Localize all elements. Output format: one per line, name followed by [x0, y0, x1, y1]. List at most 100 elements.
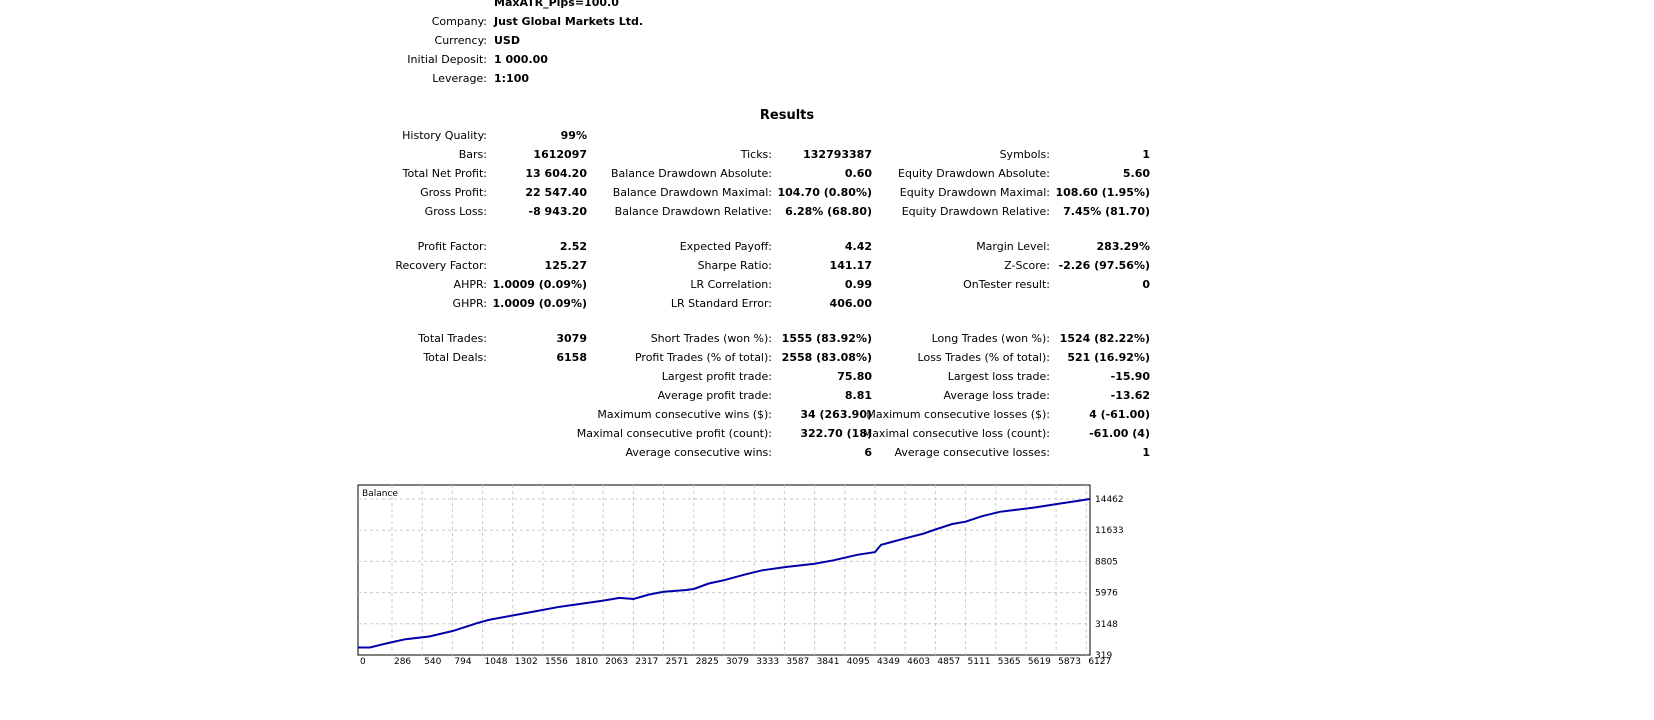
result-value: -13.62 — [1110, 389, 1150, 402]
result-label: Maximal consecutive profit (count): — [576, 427, 772, 440]
x-tick-label: 4095 — [847, 657, 870, 667]
x-tick-label: 3841 — [817, 657, 840, 667]
x-tick-label: 2317 — [635, 657, 658, 667]
result-label: GHPR: — [452, 297, 487, 310]
settings-value: 1 000.00 — [494, 53, 548, 66]
result-label: Profit Factor: — [417, 240, 487, 253]
result-value: 6 — [864, 446, 872, 459]
result-label: Sharpe Ratio: — [697, 259, 772, 272]
x-tick-label: 5365 — [998, 657, 1021, 667]
result-value: 22 547.40 — [525, 186, 587, 199]
result-value: 1555 (83.92%) — [781, 332, 872, 345]
result-value: 1.0009 (0.09%) — [492, 278, 588, 291]
result-label: Average consecutive wins: — [625, 446, 772, 459]
y-tick-label: 14462 — [1095, 495, 1124, 505]
x-tick-label: 794 — [454, 657, 471, 667]
result-value: -2.26 (97.56%) — [1058, 259, 1150, 272]
result-label: Bars: — [458, 148, 487, 161]
result-value: 5.60 — [1122, 167, 1150, 180]
result-value: 2558 (83.08%) — [781, 351, 872, 364]
result-value: 34 (263.90) — [800, 408, 872, 421]
result-value: -61.00 (4) — [1089, 427, 1150, 440]
result-value: 141.17 — [829, 259, 872, 272]
result-value: 125.27 — [544, 259, 587, 272]
result-label: OnTester result: — [963, 278, 1050, 291]
result-value: 2.52 — [559, 240, 587, 253]
results-title: Results — [759, 108, 815, 123]
x-tick-label: 5619 — [1028, 657, 1051, 667]
x-tick-label: 2063 — [605, 657, 628, 667]
y-tick-label: 8805 — [1095, 557, 1118, 567]
result-label: Total Net Profit: — [402, 167, 487, 180]
x-tick-label: 2571 — [666, 657, 689, 667]
result-label: Gross Loss: — [424, 205, 487, 218]
result-label: Total Deals: — [423, 351, 487, 364]
result-value: 1 — [1142, 148, 1150, 161]
result-label: Balance Drawdown Relative: — [614, 205, 772, 218]
result-value: 0.60 — [844, 167, 872, 180]
x-tick-label: 4349 — [877, 657, 900, 667]
settings-param-top: MaxATR_Pips=100.0 — [494, 0, 619, 9]
chart-title: Balance — [362, 489, 398, 499]
x-tick-label: 3079 — [726, 657, 749, 667]
result-label: Balance Drawdown Absolute: — [610, 167, 772, 180]
result-label: Balance Drawdown Maximal: — [612, 186, 772, 199]
result-value: 0.99 — [844, 278, 872, 291]
result-value: 283.29% — [1096, 240, 1150, 253]
result-value: 4.42 — [844, 240, 872, 253]
result-label: Equity Drawdown Relative: — [901, 205, 1050, 218]
result-value: -8 943.20 — [528, 205, 588, 218]
result-label: Short Trades (won %): — [650, 332, 772, 345]
result-label: Largest profit trade: — [661, 370, 772, 383]
settings-label: Leverage: — [432, 72, 487, 85]
balance-line — [358, 498, 1091, 649]
y-tick-label: 3148 — [1095, 620, 1118, 630]
result-label: Largest loss trade: — [947, 370, 1050, 383]
x-tick-label: 4603 — [907, 657, 930, 667]
result-value: 1612097 — [533, 148, 587, 161]
result-label: Recovery Factor: — [395, 259, 487, 272]
x-tick-label: 4857 — [937, 657, 960, 667]
result-label: Average profit trade: — [657, 389, 772, 402]
x-tick-label: 6127 — [1088, 657, 1111, 667]
result-label: Expected Payoff: — [679, 240, 772, 253]
result-value: 322.70 (18) — [800, 427, 872, 440]
result-value: 4 (-61.00) — [1089, 408, 1150, 421]
x-tick-label: 5873 — [1058, 657, 1081, 667]
x-tick-label: 1556 — [545, 657, 568, 667]
result-value: 132793387 — [803, 148, 872, 161]
result-label: Symbols: — [999, 148, 1050, 161]
x-tick-label: 1302 — [515, 657, 538, 667]
result-value: -15.90 — [1110, 370, 1150, 383]
settings-label: Company: — [431, 15, 487, 28]
x-tick-label: 540 — [424, 657, 441, 667]
result-value: 0 — [1142, 278, 1150, 291]
result-label: Average consecutive losses: — [894, 446, 1050, 459]
result-label: Profit Trades (% of total): — [634, 351, 772, 364]
settings-label: Currency: — [434, 34, 487, 47]
result-label: Equity Drawdown Absolute: — [898, 167, 1050, 180]
result-label: LR Correlation: — [690, 278, 772, 291]
result-value: 75.80 — [837, 370, 872, 383]
result-value: 406.00 — [829, 297, 872, 310]
result-label: Z-Score: — [1004, 259, 1050, 272]
result-value: 13 604.20 — [525, 167, 587, 180]
result-value: 7.45% (81.70) — [1063, 205, 1150, 218]
result-value: 1524 (82.22%) — [1059, 332, 1150, 345]
result-label: Maximal consecutive loss (count): — [862, 427, 1050, 440]
result-value: 521 (16.92%) — [1067, 351, 1150, 364]
y-tick-label: 319 — [1095, 651, 1112, 661]
result-label: LR Standard Error: — [670, 297, 772, 310]
x-tick-label: 2825 — [696, 657, 719, 667]
x-tick-label: 1048 — [485, 657, 508, 667]
result-value: 8.81 — [844, 389, 872, 402]
x-tick-label: 0 — [360, 657, 366, 667]
result-value: 1.0009 (0.09%) — [492, 297, 588, 310]
y-tick-label: 11633 — [1095, 526, 1124, 536]
settings-value: Just Global Markets Ltd. — [494, 15, 644, 28]
y-tick-label: 5976 — [1095, 589, 1118, 599]
result-value: 6.28% (68.80) — [785, 205, 872, 218]
result-value: 6158 — [556, 351, 587, 364]
result-label: AHPR: — [453, 278, 487, 291]
